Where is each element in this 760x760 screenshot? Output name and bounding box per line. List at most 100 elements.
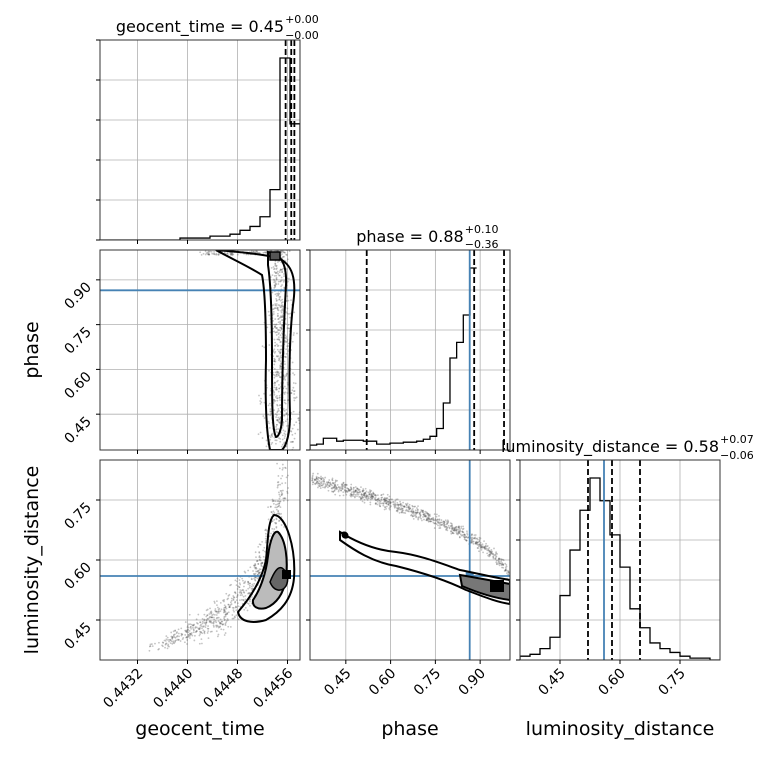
sample-point	[285, 253, 288, 256]
sample-point	[359, 496, 362, 498]
sample-point	[438, 527, 441, 530]
sample-point	[491, 550, 493, 553]
sample-point	[487, 548, 490, 550]
sample-point	[215, 614, 218, 616]
sample-point	[425, 519, 428, 522]
sample-point	[207, 253, 210, 255]
sample-point	[340, 489, 342, 492]
sample-point	[332, 482, 335, 485]
sample-point	[264, 541, 267, 544]
sample-point	[281, 315, 284, 318]
sample-point	[478, 540, 481, 542]
sample-point	[457, 528, 459, 531]
sample-point	[369, 501, 372, 504]
sample-point	[229, 253, 232, 256]
sample-point	[353, 492, 355, 495]
sample-point	[265, 445, 268, 448]
sample-point	[230, 599, 233, 602]
sample-point	[359, 497, 362, 500]
sample-point	[348, 488, 351, 491]
sample-point	[253, 564, 256, 567]
sample-point	[203, 618, 206, 621]
sample-point	[286, 492, 289, 494]
sample-point	[224, 632, 227, 634]
sample-point	[489, 553, 492, 556]
sample-point	[498, 562, 501, 564]
sample-point	[389, 501, 392, 504]
sample-point	[446, 526, 449, 529]
sample-point	[210, 616, 213, 619]
sample-point	[258, 571, 261, 574]
sample-point	[504, 566, 507, 569]
sample-point	[204, 624, 207, 626]
sample-point	[278, 274, 280, 277]
sample-point	[213, 250, 215, 253]
sample-point	[297, 417, 300, 419]
sample-point	[436, 518, 439, 521]
sample-point	[272, 266, 275, 268]
sample-point	[326, 484, 329, 486]
sample-point	[370, 495, 373, 498]
x-tick-label: 0.4456	[250, 665, 296, 711]
sample-point	[496, 562, 498, 565]
sample-point	[332, 490, 335, 493]
sample-point	[283, 497, 286, 499]
sample-point	[204, 622, 207, 625]
sample-point	[213, 253, 215, 255]
sample-point	[346, 490, 349, 493]
sample-point	[288, 327, 291, 330]
sample-point	[292, 446, 295, 449]
sample-point	[292, 410, 295, 413]
sample-point	[277, 491, 280, 494]
sample-point	[278, 519, 281, 522]
sample-point	[271, 291, 274, 294]
sample-point	[412, 511, 414, 514]
sample-point	[237, 605, 240, 608]
sample-point	[430, 518, 433, 520]
sample-point	[283, 401, 286, 404]
sample-point	[280, 304, 283, 307]
sample-point	[452, 529, 455, 532]
sample-point	[372, 492, 375, 495]
sample-point	[447, 521, 450, 524]
sample-point	[373, 494, 376, 496]
sample-point	[258, 556, 261, 558]
sample-point	[451, 528, 454, 531]
sample-point	[470, 540, 473, 543]
sample-point	[184, 629, 187, 632]
sample-point	[394, 505, 397, 508]
sample-point	[402, 511, 405, 514]
sample-point	[480, 545, 482, 548]
sample-point	[241, 588, 244, 591]
sample-point	[406, 502, 409, 505]
sample-point	[453, 528, 456, 531]
sample-point	[277, 371, 280, 374]
sample-point	[166, 636, 169, 639]
sample-point	[363, 492, 366, 495]
sample-point	[215, 624, 217, 627]
sample-point	[507, 572, 510, 575]
sample-point	[285, 372, 288, 375]
sample-point	[224, 622, 227, 625]
sample-point	[354, 491, 357, 493]
sample-point	[351, 493, 353, 496]
sample-point	[265, 529, 268, 532]
sample-point	[199, 630, 201, 633]
sample-point	[223, 600, 225, 603]
sample-point	[255, 560, 258, 563]
sample-point	[149, 643, 152, 646]
title-phase: phase = 0.88	[356, 227, 463, 246]
sample-point	[334, 481, 336, 484]
xlabel-luminosity-distance: luminosity_distance	[526, 718, 715, 740]
sample-point	[253, 564, 256, 567]
sample-point	[274, 350, 277, 353]
sample-point	[280, 311, 283, 314]
sample-point	[334, 493, 337, 496]
sample-point	[279, 268, 282, 271]
sample-point	[385, 500, 388, 502]
sample-point	[273, 359, 276, 362]
sample-point	[236, 580, 238, 583]
sample-point	[297, 419, 300, 422]
sample-point	[286, 345, 289, 348]
